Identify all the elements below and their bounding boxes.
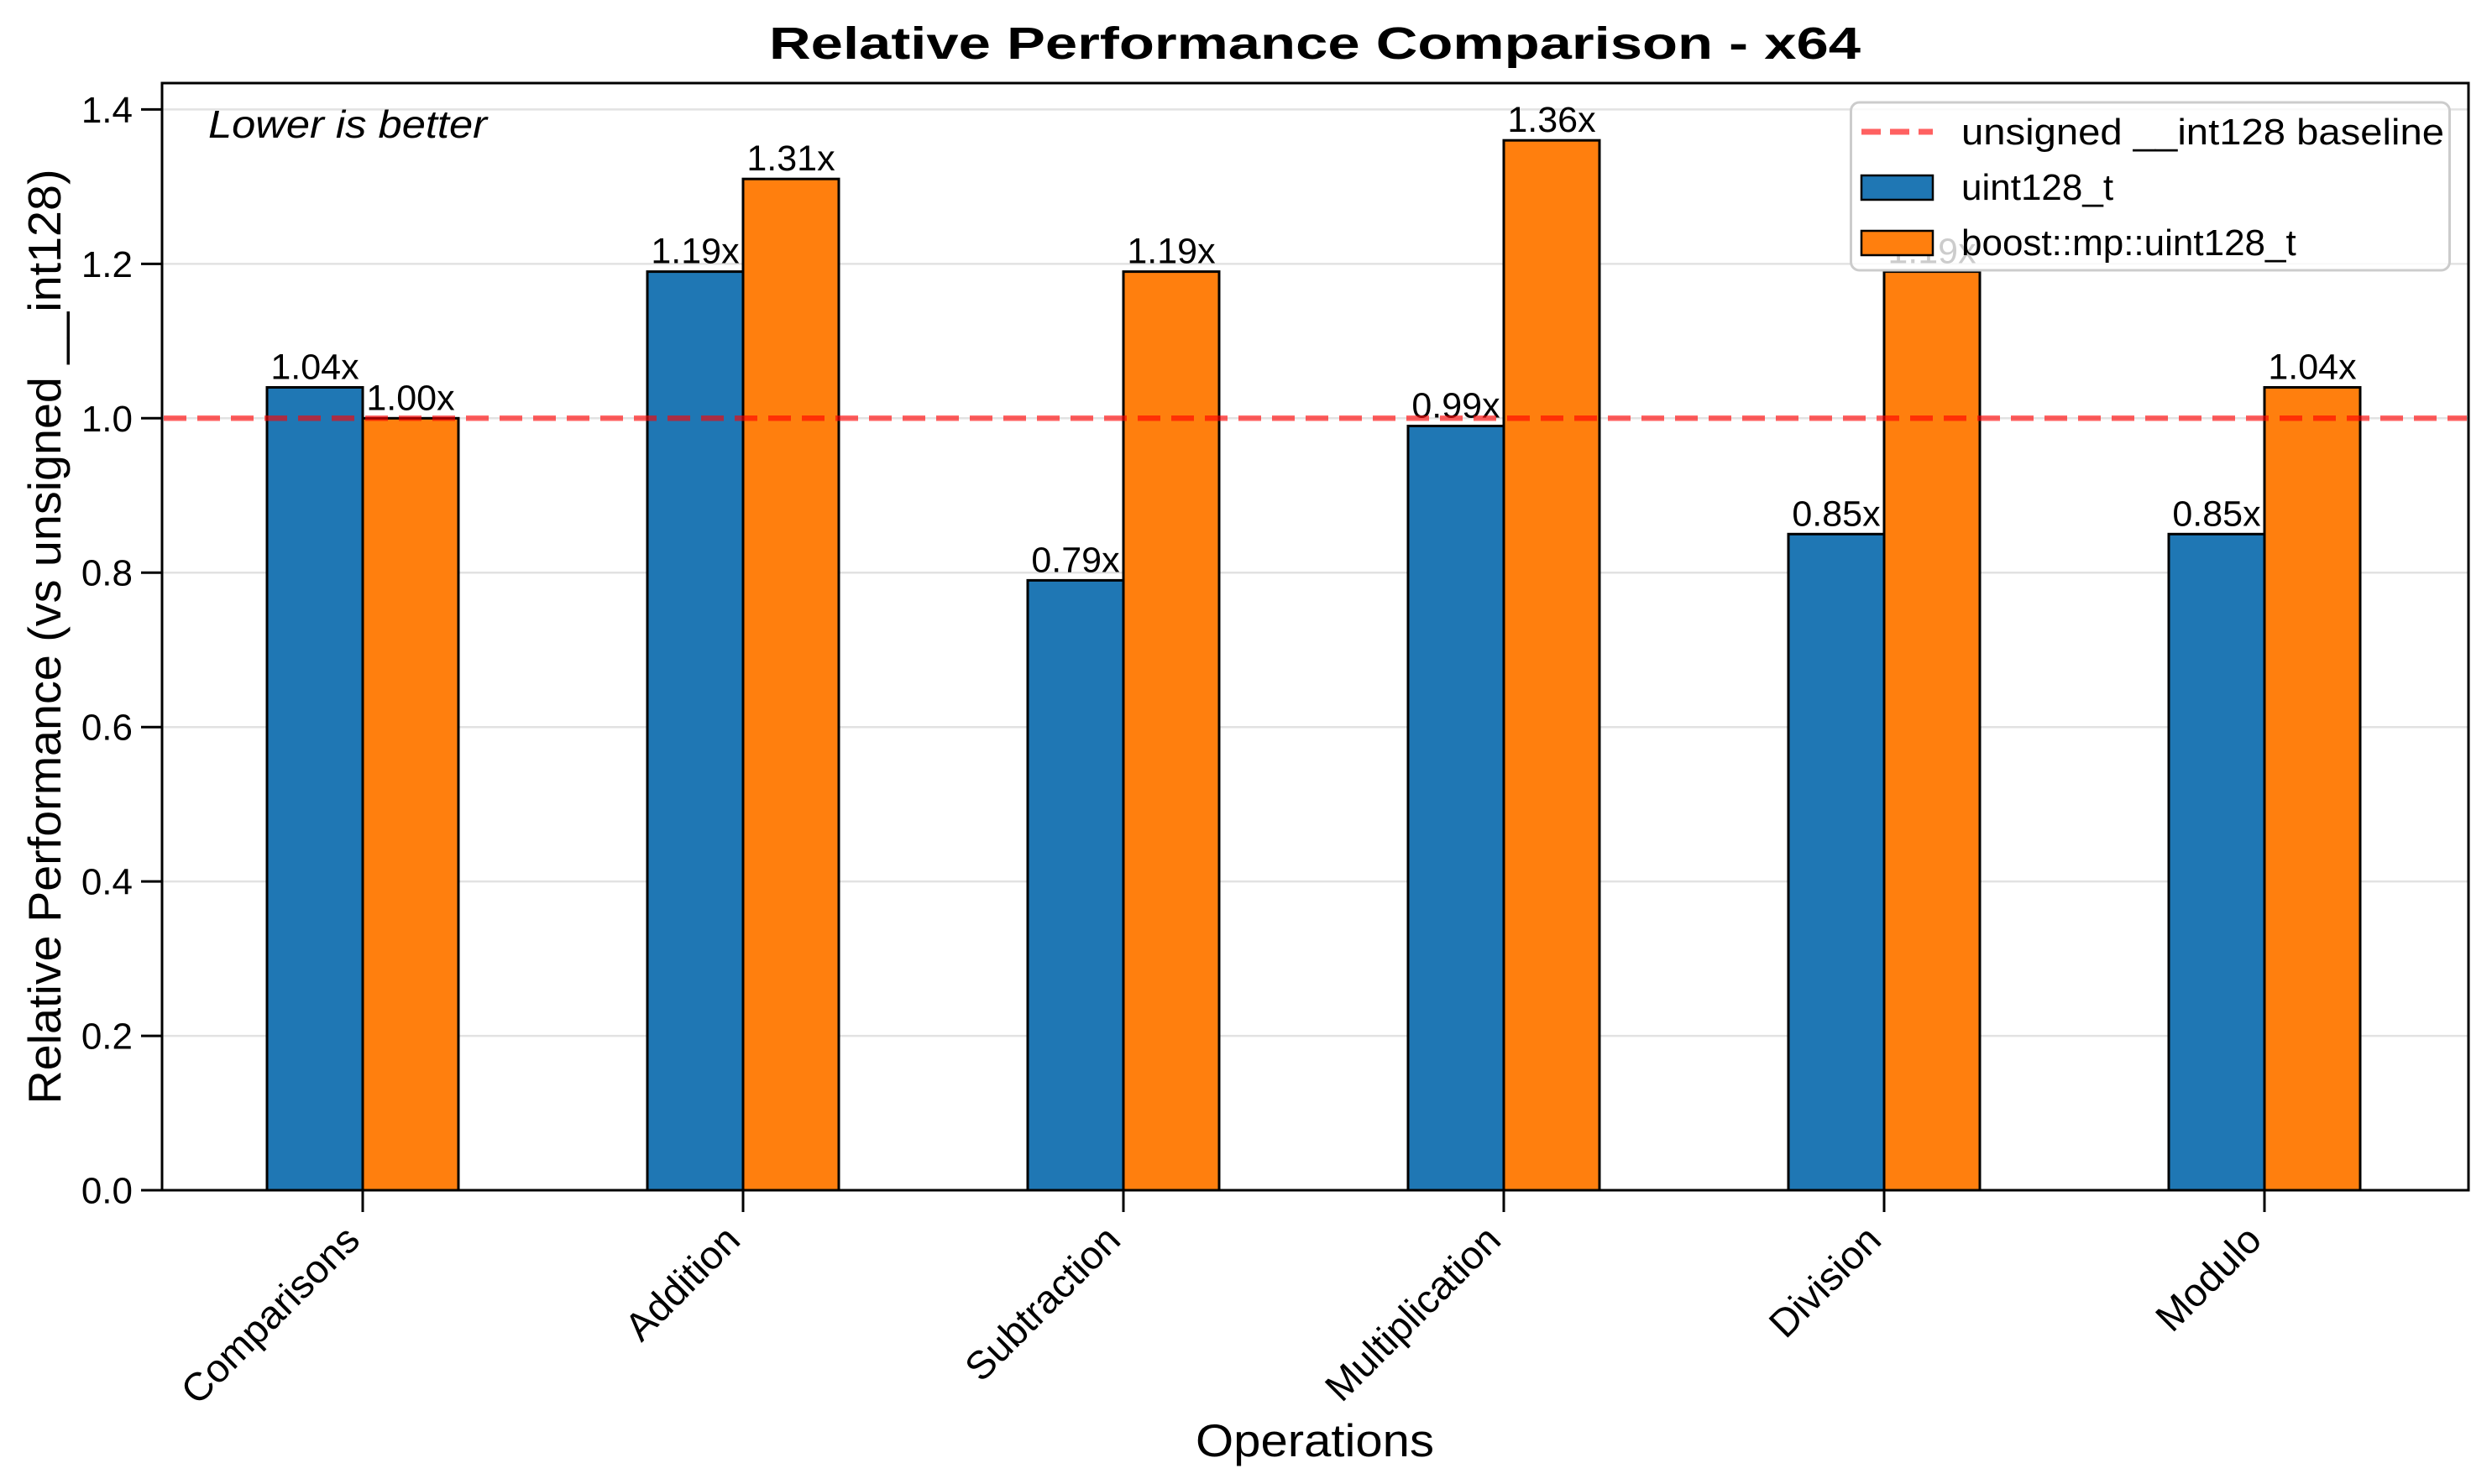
svg-text:1.19x: 1.19x — [1127, 232, 1216, 272]
svg-text:0.2: 0.2 — [81, 1016, 133, 1058]
svg-text:1.2: 1.2 — [81, 244, 133, 285]
svg-text:1.04x: 1.04x — [2268, 347, 2357, 388]
svg-text:1.4: 1.4 — [81, 90, 133, 131]
svg-text:Lower is better: Lower is better — [208, 102, 489, 146]
svg-text:1.00x: 1.00x — [366, 378, 455, 418]
svg-text:boost::mp::uint128_t: boost::mp::uint128_t — [1961, 222, 2296, 264]
svg-text:1.36x: 1.36x — [1507, 100, 1596, 140]
svg-text:1.0: 1.0 — [81, 399, 133, 440]
svg-text:1.19x: 1.19x — [651, 232, 740, 272]
svg-text:1.04x: 1.04x — [270, 347, 359, 388]
svg-text:1.31x: 1.31x — [746, 138, 835, 179]
svg-text:0.85x: 0.85x — [1792, 494, 1881, 534]
svg-text:0.8: 0.8 — [81, 553, 133, 594]
svg-text:0.79x: 0.79x — [1031, 540, 1120, 580]
svg-text:0.85x: 0.85x — [2172, 494, 2261, 534]
svg-text:Relative Performance Compariso: Relative Performance Comparison - x64 — [769, 18, 1861, 69]
svg-text:Relative Performance (vs unsig: Relative Performance (vs unsigned __int1… — [18, 170, 71, 1105]
svg-text:0.6: 0.6 — [81, 708, 133, 749]
svg-text:unsigned __int128 baseline: unsigned __int128 baseline — [1961, 112, 2444, 153]
svg-text:uint128_t: uint128_t — [1961, 167, 2113, 208]
svg-text:Operations: Operations — [1196, 1414, 1434, 1466]
svg-text:0.4: 0.4 — [81, 862, 133, 903]
svg-text:0.0: 0.0 — [81, 1171, 133, 1212]
